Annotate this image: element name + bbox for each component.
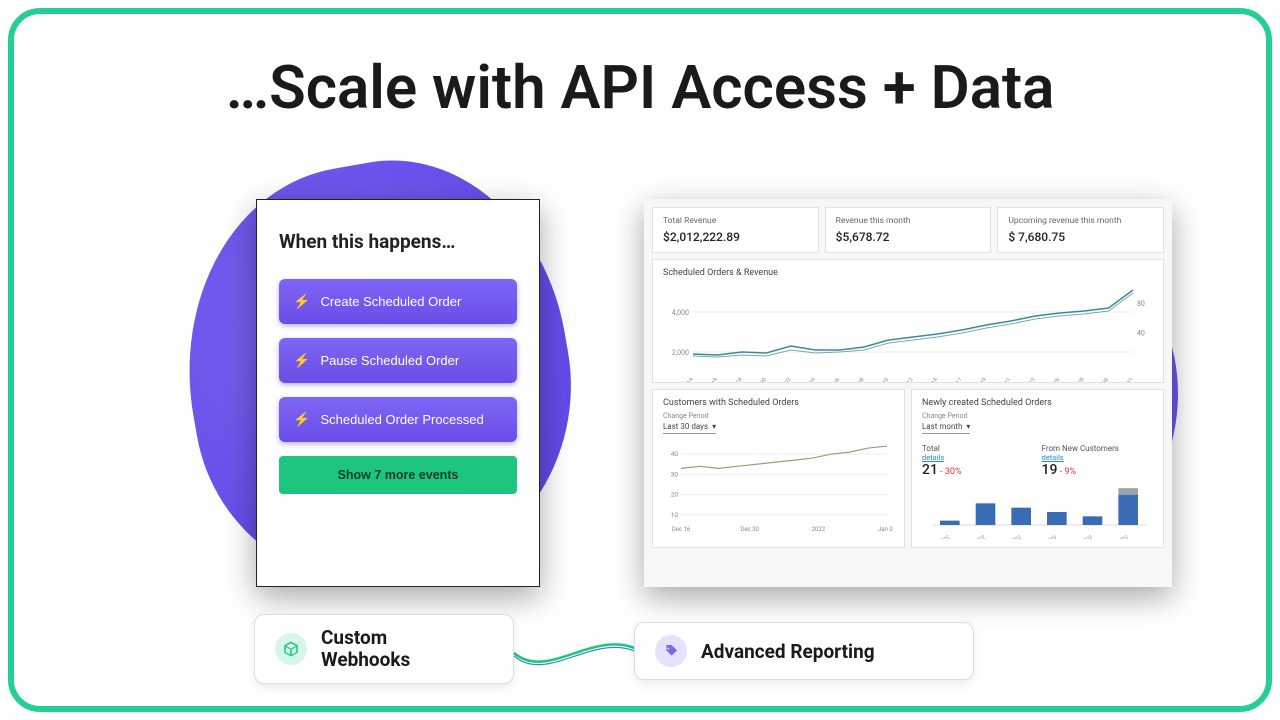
page-headline: …Scale with API Access + Data <box>14 52 1266 123</box>
stat-value: $2,012,222.89 <box>663 230 808 244</box>
stat-label: Revenue this month <box>836 216 981 226</box>
stat-upcoming-revenue: Upcoming revenue this month $ 7,680.75 <box>997 207 1164 253</box>
period-value: Last month <box>922 422 962 431</box>
bolt-icon: ⚡ <box>293 352 310 369</box>
connector-curve <box>509 628 649 678</box>
custom-webhooks-pill[interactable]: CustomWebhooks <box>254 614 514 684</box>
svg-text:Dec 16: Dec 16 <box>672 526 691 533</box>
event-label: Scheduled Order Processed <box>320 412 483 427</box>
event-create-scheduled-order[interactable]: ⚡ Create Scheduled Order <box>279 279 517 324</box>
svg-text:20: 20 <box>671 491 679 499</box>
scheduled-orders-revenue-panel: Scheduled Orders & Revenue 2,000 4,000 40 8… <box>652 259 1164 383</box>
mini-stat-label: Total <box>922 444 1034 453</box>
stat-row: Total Revenue $2,012,222.89 Revenue this… <box>652 207 1164 253</box>
svg-text:Oct 17: Oct 17 <box>950 377 963 382</box>
pill-label: CustomWebhooks <box>321 627 410 671</box>
svg-text:Dec 30: Dec 30 <box>740 526 759 533</box>
svg-text:40: 40 <box>671 450 679 458</box>
svg-text:12/8/2022: 12/8/2022 <box>963 534 987 539</box>
svg-text:2022: 2022 <box>812 526 826 533</box>
newly-created-orders-panel: Newly created Scheduled Orders Change Pe… <box>911 389 1164 548</box>
mini-stat-total: Total details 21 - 30% <box>922 444 1034 478</box>
tag-icon <box>655 635 687 667</box>
details-link[interactable]: details <box>1042 453 1154 462</box>
svg-text:10: 10 <box>671 511 679 519</box>
svg-text:Sep 24: Sep 24 <box>730 377 744 382</box>
svg-text:12/28/2022: 12/28/2022 <box>996 534 1022 539</box>
svg-text:Sep 14: Sep 14 <box>681 377 695 382</box>
stat-label: Upcoming revenue this month <box>1008 216 1153 226</box>
svg-text:Oct 30: Oct 30 <box>1097 377 1110 382</box>
stat-total-revenue: Total Revenue $2,012,222.89 <box>652 207 819 253</box>
svg-text:40: 40 <box>1137 329 1145 337</box>
svg-text:Jan 08: Jan 08 <box>878 526 893 533</box>
chevron-down-icon: ▾ <box>712 422 716 431</box>
svg-text:Sep 19: Sep 19 <box>706 377 720 382</box>
svg-text:4,000: 4,000 <box>672 309 689 317</box>
event-scheduled-order-processed[interactable]: ⚡ Scheduled Order Processed <box>279 397 517 442</box>
panel-title: Scheduled Orders & Revenue <box>663 268 1153 278</box>
panel-title: Newly created Scheduled Orders <box>922 398 1153 408</box>
customers-scheduled-orders-panel: Customers with Scheduled Orders Change P… <box>652 389 905 548</box>
mini-stat-delta: - 30% <box>940 467 961 477</box>
panel-title: Customers with Scheduled Orders <box>663 398 894 408</box>
bolt-icon: ⚡ <box>293 411 310 428</box>
period-label: Change Period <box>663 412 894 420</box>
svg-text:Oct 14: Oct 14 <box>926 377 939 382</box>
period-dropdown[interactable]: Last 30 days ▾ <box>663 420 716 434</box>
details-link[interactable]: details <box>922 453 1034 462</box>
mini-stat-label: From New Customers <box>1042 444 1154 453</box>
svg-text:2,000: 2,000 <box>672 349 689 357</box>
svg-text:12/3/2022: 12/3/2022 <box>927 534 951 539</box>
event-label: Pause Scheduled Order <box>320 353 459 368</box>
cube-icon <box>275 633 307 665</box>
customers-chart: 10 20 30 40 Dec 16 Dec 30 2022 Jan 08 <box>663 438 893 533</box>
svg-text:Oct 04: Oct 04 <box>804 377 817 382</box>
event-label: Create Scheduled Order <box>320 294 461 309</box>
stat-value: $ 7,680.75 <box>1008 230 1153 244</box>
webhooks-card: When this happens… ⚡ Create Scheduled Or… <box>256 199 540 587</box>
advanced-reporting-pill[interactable]: Advanced Reporting <box>634 622 974 680</box>
webhooks-title: When this happens… <box>279 230 517 253</box>
svg-text:Oct 21: Oct 21 <box>999 377 1012 382</box>
reporting-dashboard-card: Total Revenue $2,012,222.89 Revenue this… <box>644 199 1172 587</box>
stat-value: $5,678.72 <box>836 230 981 244</box>
period-value: Last 30 days <box>663 422 708 431</box>
bolt-icon: ⚡ <box>293 293 310 310</box>
svg-text:Oct 06: Oct 06 <box>828 377 841 382</box>
mini-stat-delta: - 9% <box>1060 467 1076 477</box>
stat-revenue-month: Revenue this month $5,678.72 <box>825 207 992 253</box>
mini-stat-value: 19 <box>1042 462 1058 478</box>
mini-stat-value: 21 <box>922 462 938 478</box>
new-orders-bar-chart: 12/3/2022 12/8/2022 12/28/2022 1/2/2023 1/7/… <box>922 484 1152 539</box>
stat-label: Total Revenue <box>663 216 808 226</box>
svg-text:Sep 30: Sep 30 <box>754 377 768 382</box>
pill-label: Advanced Reporting <box>701 640 875 663</box>
mini-stat-new-customers: From New Customers details 19 - 9% <box>1042 444 1154 478</box>
svg-text:Oct 28: Oct 28 <box>1073 377 1086 382</box>
svg-text:1/13/2023: 1/13/2023 <box>1106 534 1130 539</box>
event-pause-scheduled-order[interactable]: ⚡ Pause Scheduled Order <box>279 338 517 383</box>
svg-text:Oct 26: Oct 26 <box>1048 377 1061 382</box>
svg-text:30: 30 <box>671 470 679 478</box>
svg-text:Oct 02: Oct 02 <box>779 377 792 382</box>
chevron-down-icon: ▾ <box>966 422 970 431</box>
svg-text:Oct 31: Oct 31 <box>1122 377 1135 382</box>
svg-text:Oct 19: Oct 19 <box>975 377 988 382</box>
svg-text:80: 80 <box>1137 300 1145 308</box>
svg-text:Oct 23: Oct 23 <box>1024 377 1037 382</box>
main-chart: 2,000 4,000 40 80 Sep 14 Sep 19 Sep 24 Sep 30 Oc… <box>663 282 1153 382</box>
svg-text:1/2/2023: 1/2/2023 <box>1037 534 1058 539</box>
svg-text:1/7/2023: 1/7/2023 <box>1072 534 1093 539</box>
show-more-events-button[interactable]: Show 7 more events <box>279 456 517 494</box>
period-dropdown[interactable]: Last month ▾ <box>922 420 970 434</box>
period-label: Change Period <box>922 412 1153 420</box>
svg-text:Oct 12: Oct 12 <box>902 377 915 382</box>
svg-text:Oct 10: Oct 10 <box>877 377 890 382</box>
svg-text:Oct 08: Oct 08 <box>853 377 866 382</box>
